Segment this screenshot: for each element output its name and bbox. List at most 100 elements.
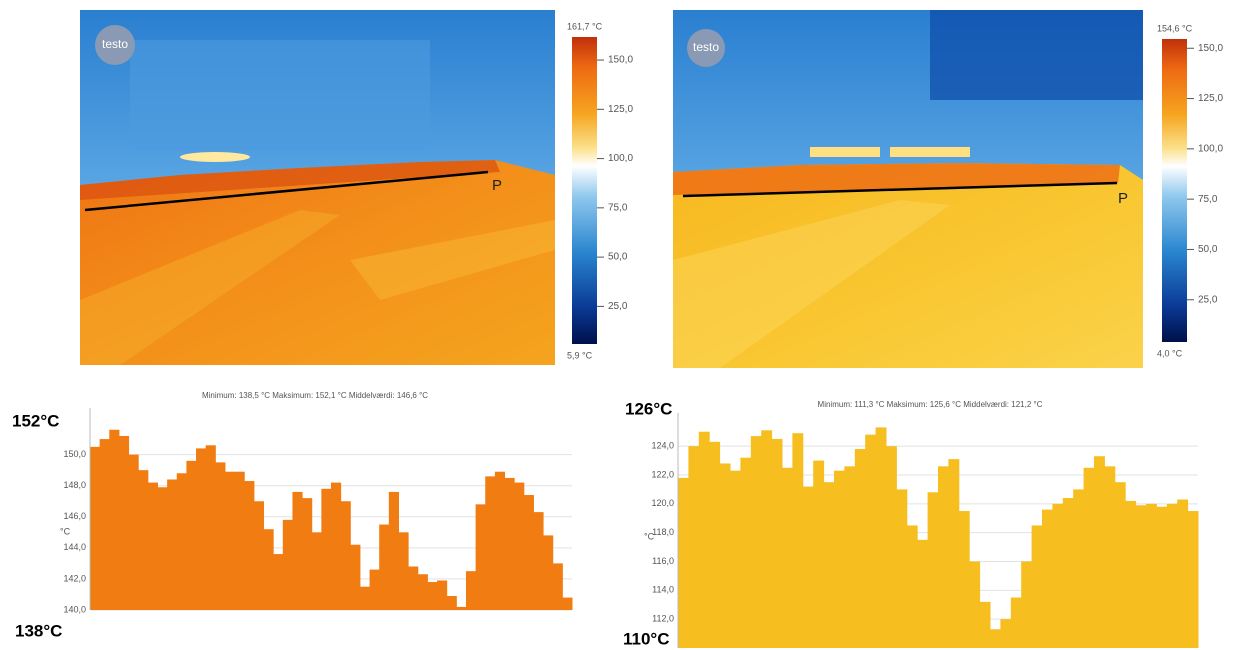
- bar: [340, 501, 351, 610]
- bar: [273, 554, 284, 610]
- colorbar-tick-label: 100,0: [608, 153, 633, 164]
- annotation: 138°C: [15, 621, 62, 640]
- chart-title: Minimum: 111,3 °C Maksimum: 125,6 °C Mid…: [818, 400, 1043, 409]
- annotation: 126°C: [625, 399, 672, 418]
- bar: [1187, 511, 1199, 648]
- bar: [523, 495, 534, 610]
- bar: [740, 457, 752, 648]
- colorbar-tick-label: 75,0: [1198, 194, 1218, 205]
- bar: [1052, 503, 1064, 648]
- bar: [938, 466, 949, 648]
- bar: [369, 569, 380, 610]
- bar: [969, 561, 981, 648]
- bar: [167, 479, 178, 610]
- colorbar-max-label: 154,6 °C: [1157, 23, 1193, 33]
- bar: [1104, 466, 1116, 648]
- marker-label: P: [492, 177, 502, 194]
- bar: [196, 448, 207, 610]
- bar: [1042, 509, 1053, 648]
- bar: [224, 471, 236, 610]
- y-tick-label: 146,0: [63, 511, 86, 521]
- bar: [1146, 503, 1157, 648]
- bar: [730, 470, 741, 648]
- bar: [263, 529, 274, 610]
- bar: [1156, 506, 1168, 648]
- y-tick-label: 120,0: [651, 498, 674, 508]
- bar: [379, 524, 390, 610]
- bar: [176, 473, 187, 610]
- bar: [205, 445, 216, 610]
- bar: [1166, 503, 1178, 648]
- colorbar-tick-label: 100,0: [1198, 143, 1223, 154]
- bar: [1114, 482, 1126, 648]
- thermal-image: [80, 10, 555, 365]
- bar: [302, 498, 313, 610]
- colorbar-tick-label: 50,0: [608, 252, 628, 263]
- bar: [1000, 619, 1012, 648]
- bar: [719, 463, 731, 648]
- bar: [128, 454, 139, 610]
- bar: [1094, 456, 1105, 648]
- colorbar-min-label: 5,9 °C: [567, 350, 593, 360]
- colorbar-tick-label: 75,0: [608, 202, 628, 213]
- bar: [99, 439, 110, 610]
- logo: testo: [102, 37, 128, 51]
- logo: testo: [693, 40, 719, 54]
- bar: [311, 532, 322, 610]
- colorbar-max-label: 161,7 °C: [567, 21, 603, 31]
- bar: [90, 446, 101, 610]
- bar: [771, 438, 783, 648]
- bar: [138, 470, 149, 610]
- bar: [761, 430, 773, 648]
- bar: [958, 511, 970, 648]
- bar: [494, 471, 506, 610]
- bar: [927, 492, 939, 648]
- bar: [844, 466, 856, 648]
- bar: [917, 539, 929, 648]
- bar: [417, 574, 428, 610]
- y-tick-label: 144,0: [63, 542, 86, 552]
- bar: [215, 462, 226, 610]
- annotation: 110°C: [623, 629, 670, 648]
- bar: [886, 446, 897, 648]
- bar: [465, 571, 477, 610]
- bar: [688, 446, 700, 648]
- bar: [427, 582, 438, 610]
- bar: [109, 429, 120, 610]
- y-tick-label: 148,0: [63, 480, 86, 490]
- bar: [475, 504, 486, 610]
- bar: [388, 491, 399, 610]
- annotation: 152°C: [12, 411, 59, 430]
- bar: [244, 481, 255, 610]
- y-tick-label: 116,0: [652, 556, 674, 566]
- bar: [398, 532, 409, 610]
- colorbar-tick-label: 150,0: [1198, 43, 1223, 54]
- bar: [543, 535, 554, 610]
- colorbar-min-label: 4,0 °C: [1157, 348, 1183, 358]
- bar: [282, 519, 293, 610]
- bar: [813, 460, 825, 648]
- bar: [1125, 500, 1137, 648]
- bar: [1010, 597, 1022, 648]
- bar: [147, 482, 158, 610]
- bar: [906, 525, 918, 648]
- bar: [802, 486, 814, 648]
- colorbar-tick-label: 125,0: [608, 104, 633, 115]
- bar: [253, 501, 265, 610]
- bar: [514, 482, 525, 610]
- bar: [186, 460, 197, 610]
- bar: [456, 606, 467, 610]
- bar: [1062, 498, 1074, 648]
- y-tick-label: 118,0: [652, 527, 674, 537]
- bar: [350, 544, 361, 610]
- bar: [750, 436, 762, 648]
- bar: [709, 441, 721, 648]
- bar: [118, 435, 130, 610]
- bar: [1083, 467, 1095, 648]
- bar: [552, 563, 563, 610]
- thermal-image: [673, 10, 1143, 368]
- bar: [1021, 561, 1033, 648]
- colorbar-tick-label: 25,0: [608, 301, 628, 312]
- bar: [990, 629, 1001, 648]
